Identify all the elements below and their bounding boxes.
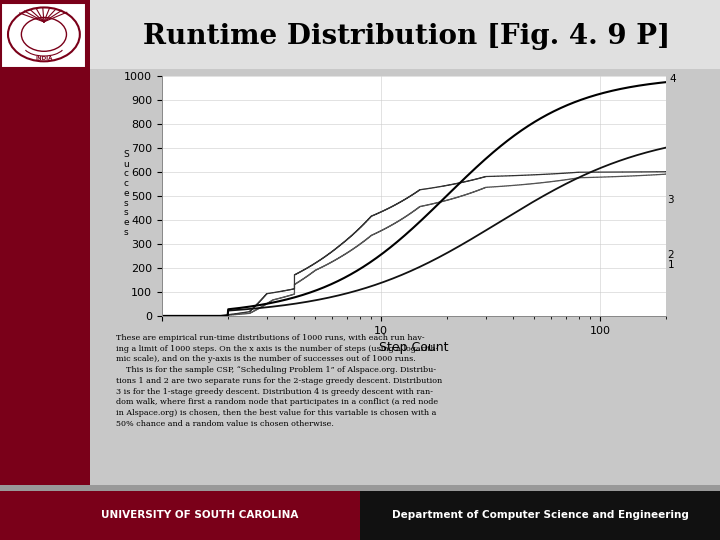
Text: 2: 2 [667,250,674,260]
Text: UNIVERSITY OF SOUTH CAROLINA: UNIVERSITY OF SOUTH CAROLINA [101,510,298,519]
Text: Department of Computer Science and Engineering: Department of Computer Science and Engin… [392,510,688,519]
Text: Runtime Distribution [Fig. 4. 9 P]: Runtime Distribution [Fig. 4. 9 P] [143,23,670,50]
Text: 1: 1 [667,260,674,271]
X-axis label: Step Count: Step Count [379,341,449,354]
Text: 3: 3 [667,195,674,205]
Text: S
u
c
c
e
s
s
e
s: S u c c e s s e s [123,150,129,237]
Text: These are empirical run-time distributions of 1000 runs, with each run hav-
ing : These are empirical run-time distributio… [116,334,442,428]
Text: 4: 4 [670,74,676,84]
Text: INDIA: INDIA [35,56,53,62]
